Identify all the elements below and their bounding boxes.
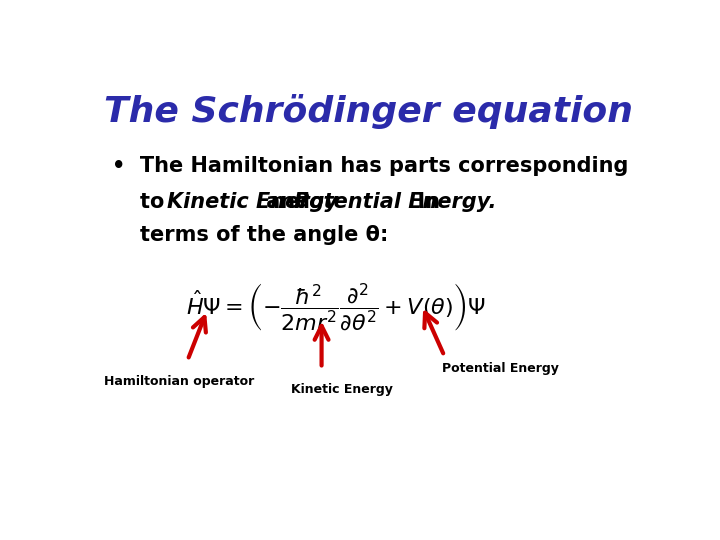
Text: The Schrödinger equation: The Schrödinger equation <box>104 94 634 129</box>
Text: Potential Energy: Potential Energy <box>441 362 559 375</box>
Text: and: and <box>259 192 318 212</box>
Text: $\hat{H}\Psi = \left( -\dfrac{\hbar^2}{2mr^2}\dfrac{\partial^2}{\partial\theta^2: $\hat{H}\Psi = \left( -\dfrac{\hbar^2}{2… <box>186 282 485 334</box>
Text: In: In <box>403 192 440 212</box>
Text: Kinetic Energy: Kinetic Energy <box>167 192 338 212</box>
Text: to: to <box>140 192 172 212</box>
Text: Potential Energy.: Potential Energy. <box>294 192 497 212</box>
Text: terms of the angle θ:: terms of the angle θ: <box>140 225 389 245</box>
Text: Hamiltonian operator: Hamiltonian operator <box>104 375 254 388</box>
Text: Kinetic Energy: Kinetic Energy <box>291 383 392 396</box>
Text: •  The Hamiltonian has parts corresponding: • The Hamiltonian has parts correspondin… <box>112 156 629 176</box>
